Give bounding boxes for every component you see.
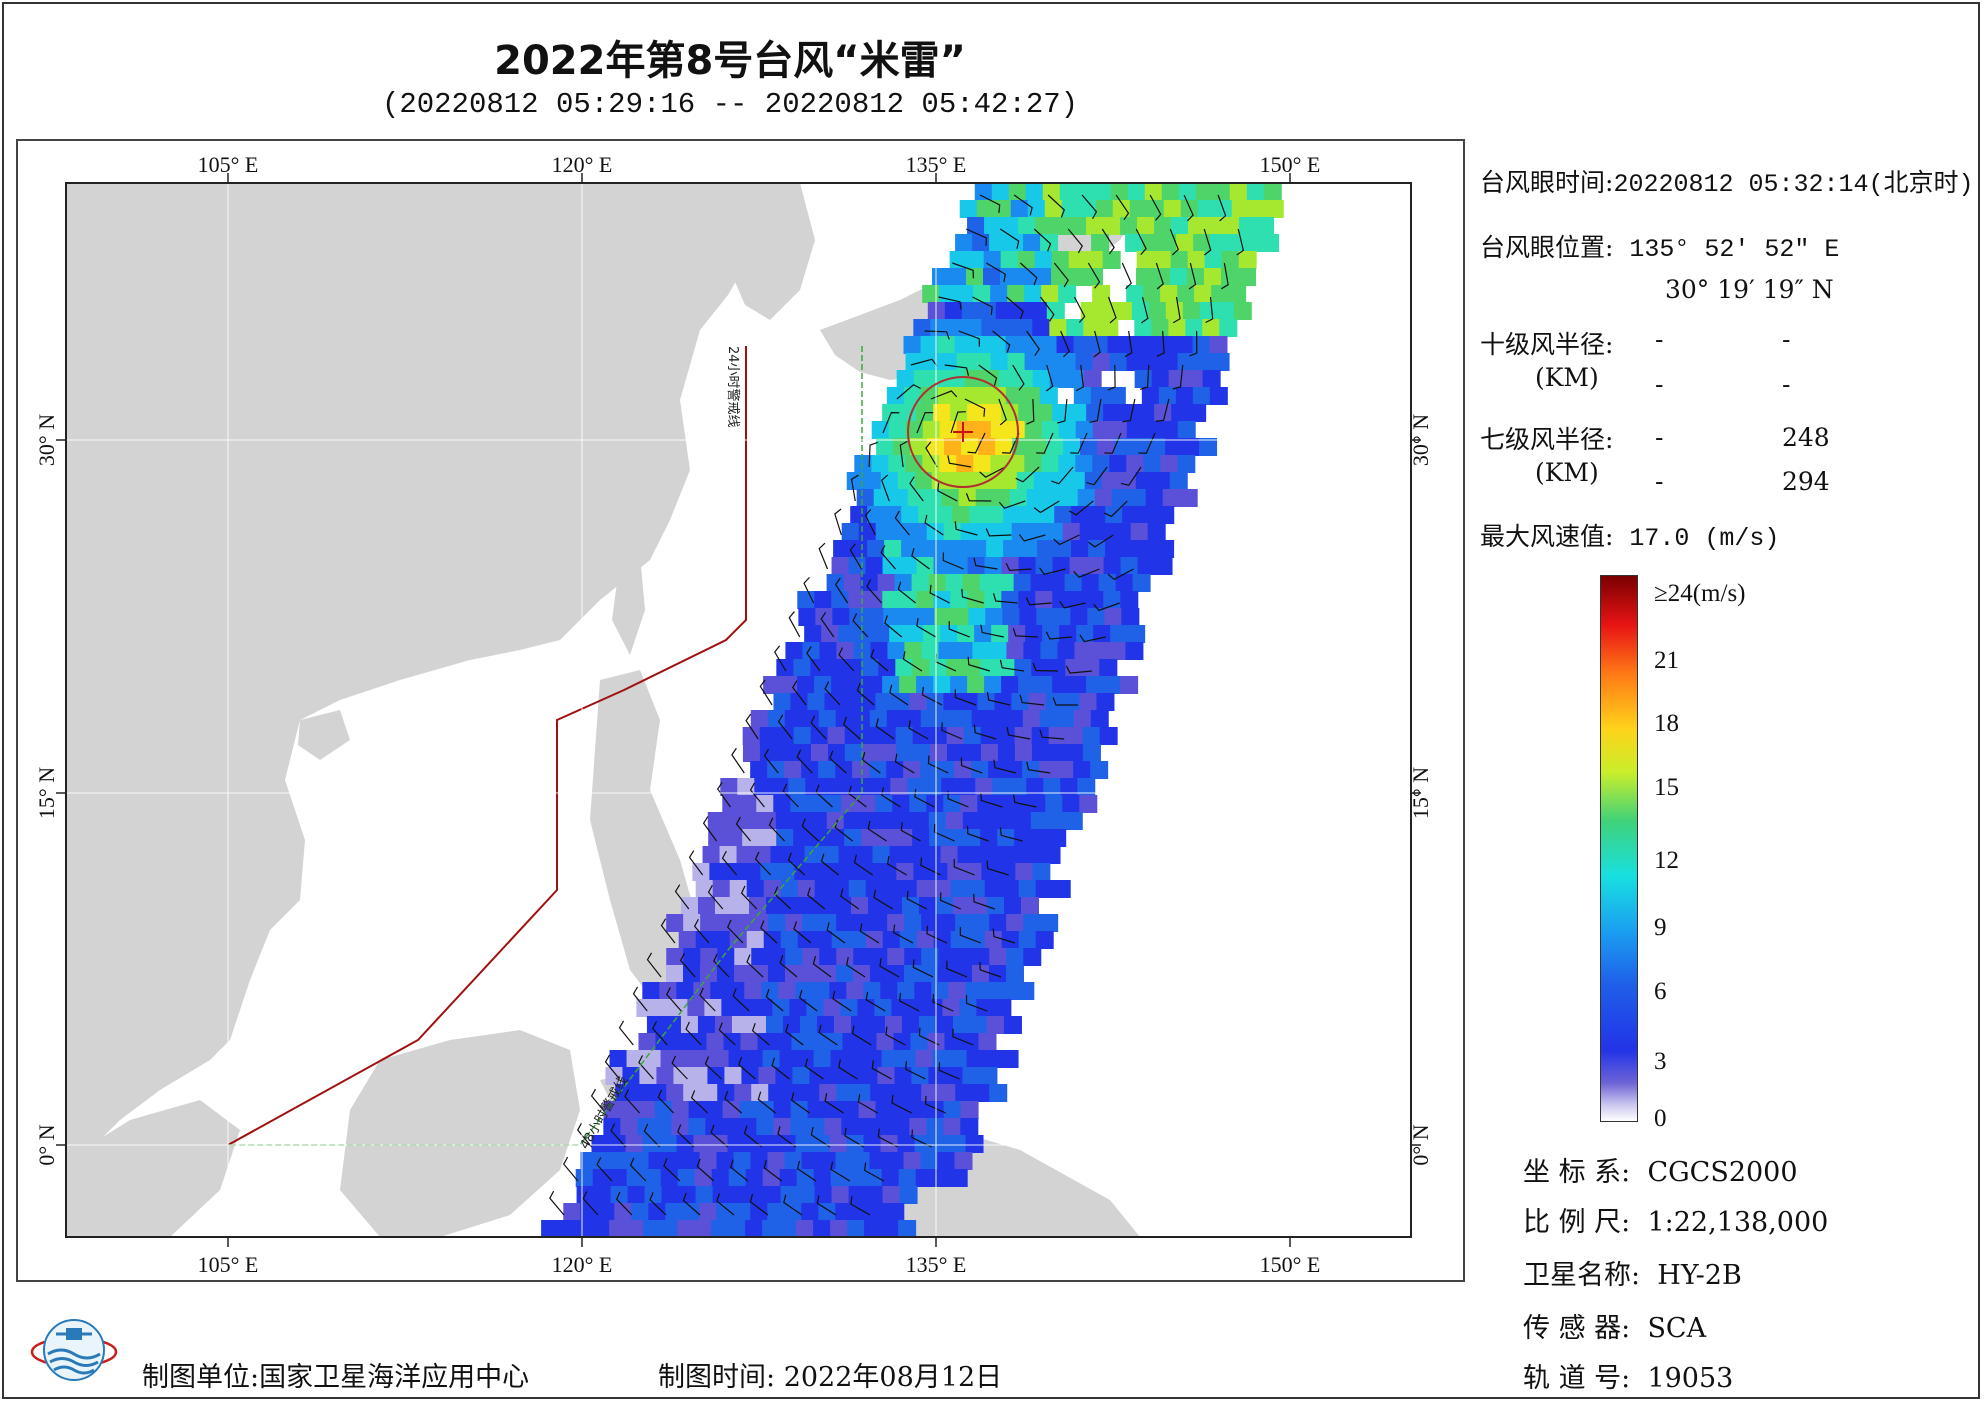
- colorbar-label-21: 21: [1654, 647, 1679, 674]
- taiwan-land: [612, 555, 645, 655]
- r10-row1-value-a: -: [1655, 325, 1664, 354]
- r7-row2-value-a: -: [1655, 467, 1664, 496]
- r7-label: 七级风半径:: [1480, 425, 1614, 454]
- satellite-value: HY-2B: [1657, 1260, 1742, 1291]
- map-inner-frame: [65, 182, 1412, 1238]
- lon-tick-top-105: 105° E: [198, 152, 259, 177]
- eye-time-row: 台风眼时间:20220812 05:32:14(北京时): [1480, 163, 1973, 199]
- r7-km-label: (KM): [1535, 458, 1599, 487]
- lon-tick-bottom-120: 120° E: [552, 1252, 613, 1277]
- lon-tick-bottom-150: 150° E: [1260, 1252, 1321, 1277]
- r10-row1-value-b: -: [1782, 325, 1791, 354]
- asia-mainland: [66, 183, 760, 1160]
- wind-swath: [541, 183, 1284, 1237]
- max-wind-row: 最大风速值: 17.0 (m/s): [1480, 517, 1779, 553]
- orbit-row: 轨 道 号: 19053: [1523, 1356, 1733, 1395]
- max-wind-label: 最大风速值:: [1480, 522, 1614, 551]
- korea-land: [730, 183, 815, 320]
- colorbar-label-6: 6: [1654, 978, 1667, 1005]
- colorbar-label-9: 9: [1654, 914, 1667, 941]
- lon-tick-top-120: 120° E: [552, 152, 613, 177]
- lon-tick-bottom-135: 135° E: [906, 1252, 967, 1277]
- lat-tick-right-30: 30° N: [1408, 414, 1433, 466]
- wind-speed-colorbar: [1600, 575, 1638, 1122]
- coord-system-label: 坐 标 系:: [1523, 1157, 1631, 1188]
- sumatra-land: [66, 1100, 240, 1237]
- scale-value: 1:22,138,000: [1647, 1207, 1829, 1238]
- borneo-land: [340, 1030, 580, 1237]
- sensor-value: SCA: [1647, 1313, 1707, 1344]
- sensor-row: 传 感 器: SCA: [1523, 1306, 1706, 1345]
- colorbar-label-0: 0: [1654, 1105, 1667, 1132]
- max-wind-value: 17.0 (m/s): [1629, 524, 1780, 553]
- map-subtitle: (20220812 05:29:16 -- 20220812 05:42:27): [381, 88, 1079, 121]
- orbit-value: 19053: [1647, 1363, 1734, 1394]
- lat-tick-right-15: 15° N: [1408, 767, 1433, 819]
- typhoon-radius-7: [907, 376, 1019, 488]
- r10-km-label: (KM): [1535, 363, 1599, 392]
- r10-row2-value-b: -: [1782, 370, 1791, 399]
- r10-row2-value-a: -: [1655, 370, 1664, 399]
- colorbar-label-12: 12: [1654, 847, 1679, 874]
- r7-row1-value-b: 248: [1782, 423, 1830, 452]
- satellite-label: 卫星名称:: [1523, 1260, 1641, 1291]
- eye-time-value: 20220812 05:32:14(北京时): [1613, 170, 1974, 199]
- warning-line-24h: [227, 346, 747, 1146]
- warning-24h-label: 24小时警戒线: [725, 346, 741, 428]
- eye-latitude: 30° 19′ 19″ N: [1665, 275, 1834, 304]
- satellite-row: 卫星名称: HY-2B: [1523, 1253, 1742, 1292]
- lat-tick-left-30: 30° N: [34, 414, 59, 466]
- eye-longitude: 135° 52′ 52″ E: [1629, 235, 1840, 264]
- map-outer-frame: [16, 139, 1465, 1282]
- production-date-row: 制图时间: 2022年08月12日: [658, 1355, 1002, 1394]
- colorbar-label-24: ≥24(m/s): [1654, 580, 1746, 607]
- eye-position-row: 台风眼位置: 135° 52′ 52″ E: [1480, 228, 1839, 264]
- colorbar-label-18: 18: [1654, 710, 1679, 737]
- producer-label: 制图单位:: [142, 1362, 260, 1393]
- sensor-label: 传 感 器:: [1523, 1313, 1631, 1344]
- nsoas-logo-icon: [30, 1319, 118, 1381]
- lon-tick-top-135: 135° E: [906, 152, 967, 177]
- orbit-label: 轨 道 号:: [1523, 1363, 1631, 1394]
- r10-label: 十级风半径:: [1480, 330, 1614, 359]
- colorbar-label-3: 3: [1654, 1048, 1667, 1075]
- producer-row: 制图单位:国家卫星海洋应用中心: [142, 1355, 529, 1394]
- lon-tick-bottom-105: 105° E: [198, 1252, 259, 1277]
- eye-time-label: 台风眼时间:: [1480, 168, 1614, 197]
- coord-system-value: CGCS2000: [1647, 1157, 1798, 1188]
- typhoon-eye-marker: [953, 422, 973, 442]
- scale-row: 比 例 尺: 1:22,138,000: [1523, 1200, 1828, 1239]
- eye-position-label: 台风眼位置:: [1480, 233, 1614, 262]
- map-title: 2022年第8号台风“米雷”: [494, 38, 966, 84]
- lat-tick-left-15: 15° N: [34, 767, 59, 819]
- production-date-value: 2022年08月12日: [783, 1362, 1003, 1393]
- lon-tick-top-150: 150° E: [1260, 152, 1321, 177]
- colorbar-label-15: 15: [1654, 774, 1679, 801]
- lat-tick-right-0: 0° N: [1408, 1124, 1433, 1165]
- coord-system-row: 坐 标 系: CGCS2000: [1523, 1150, 1798, 1189]
- lat-tick-left-0: 0° N: [34, 1124, 59, 1165]
- r7-row2-value-b: 294: [1782, 467, 1830, 496]
- warning-line-48h: [228, 346, 863, 1146]
- production-date-label: 制图时间:: [658, 1362, 776, 1393]
- hainan-land: [298, 710, 350, 760]
- r7-row1-value-a: -: [1655, 423, 1664, 452]
- scale-label: 比 例 尺:: [1523, 1207, 1631, 1238]
- producer-value: 国家卫星海洋应用中心: [259, 1362, 530, 1393]
